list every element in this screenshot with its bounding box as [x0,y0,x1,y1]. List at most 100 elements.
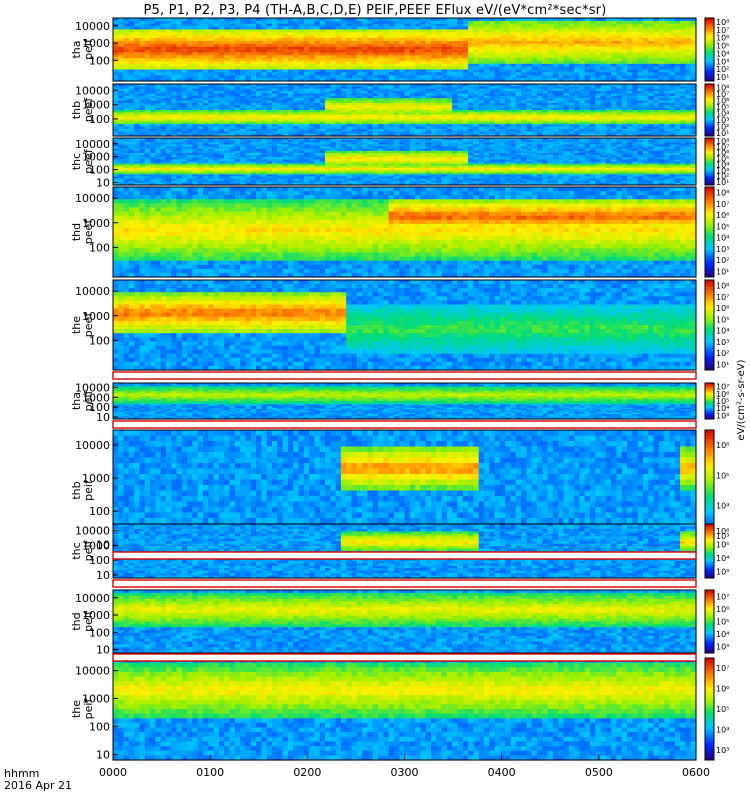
spectrogram-cell [261,66,268,71]
spectrogram-cell [171,35,178,39]
spectrogram-cell [272,35,278,39]
spectrogram-cell [155,29,162,33]
spectrogram-cell [330,38,337,42]
spectrogram-cell [346,72,353,76]
spectrogram-cell [383,38,390,42]
spectrogram-cell [245,63,252,68]
spectrogram-cell [420,52,427,56]
spectrogram-cell [298,35,305,39]
spectrogram-cell [261,60,268,65]
spectrogram-cell [166,32,172,36]
spectrogram-cell [155,66,162,71]
spectrogram-cell [171,38,178,42]
spectrogram-cell [383,55,390,59]
spectrogram-cell [282,40,289,45]
spectrogram-cell [166,40,172,45]
spectrogram-cell [134,46,141,51]
spectrogram-cell [367,63,374,68]
spectrogram-cell [356,52,363,56]
ytick-label: 10000 [75,84,110,97]
spectrogram-cell [181,20,188,25]
spectrogram-cell [256,46,262,51]
spectrogram-cell [256,75,262,79]
spectrogram-cell [277,60,284,65]
spectrogram-cell [197,55,204,59]
spectrogram-cell [139,29,146,33]
spectrogram-cell [393,75,400,79]
spectrogram-cell [298,40,305,45]
spectrogram-cell [346,32,353,36]
spectrogram-cell [150,72,156,76]
spectrogram-cell [420,20,427,25]
spectrogram-cell [139,78,146,82]
spectrogram-cell [399,63,406,68]
spectrogram-cell [404,66,411,71]
spectrogram-cell [409,78,416,82]
spectrogram-cell [335,63,342,68]
spectrogram-cell [420,18,427,22]
spectrogram-cell [160,46,167,51]
spectrogram-cell [208,18,215,22]
spectrogram-cell [187,40,194,45]
spectrogram-cell [293,55,300,59]
spectrogram-cell [213,40,220,45]
spectrogram-cell [367,29,374,33]
spectrogram-cell [245,20,252,25]
spectrogram-cell [192,60,199,65]
spectrogram-cell [150,66,156,71]
spectrogram-cell [330,49,337,53]
spectrogram-cell [256,55,262,59]
spectrogram-cell [287,66,294,71]
spectrogram-cell [128,60,135,65]
spectrogram-cell [325,29,331,33]
spectrogram-cell [176,20,183,25]
spectrogram-cell [287,60,294,65]
spectrogram-cell [261,38,268,42]
spectrogram-cell [356,46,363,51]
spectrogram-cell [298,18,305,22]
spectrogram-cell [176,60,183,65]
spectrogram-cell [325,18,331,22]
spectrogram-cell [378,32,384,36]
spectrogram-cell [171,49,178,53]
spectrogram-cell [123,60,130,65]
spectrogram-cell [330,35,337,39]
spectrogram-cell [229,40,236,45]
spectrogram-cell [128,58,135,62]
spectrogram-cell [176,35,183,39]
spectrogram-cell [340,58,347,62]
spectrogram-cell [319,20,326,25]
spectrogram-cell [123,20,130,25]
spectrogram-cell [303,35,310,39]
spectrogram-cell [176,26,183,31]
spectrogram-cell [378,18,384,22]
spectrogram-cell [372,49,379,53]
spectrogram-cell [187,32,194,36]
spectrogram-cell [123,29,130,33]
spectrogram-cell [176,43,183,48]
spectrogram-cell [388,66,395,71]
spectrogram-cell [208,32,215,36]
spectrogram-cell [272,52,278,56]
spectrogram-cell [160,55,167,59]
spectrogram-cell [383,52,390,56]
spectrogram-cell [234,46,241,51]
spectrogram-cell [160,23,167,28]
spectrogram-cell [181,75,188,79]
spectrogram-cell [224,26,231,31]
spectrogram-cell [314,63,321,68]
spectrogram-cell [134,40,141,45]
spectrogram-cell [420,46,427,51]
spectrogram-cell [272,78,278,82]
spectrogram-cell [362,52,368,56]
spectrogram-cell [144,29,151,33]
spectrogram-cell [245,35,252,39]
panel-ylabel: peif [82,38,95,60]
spectrogram-cell [128,69,135,74]
spectrogram-cell [282,63,289,68]
spectrogram-cell [356,18,363,22]
spectrogram-cell [166,75,172,79]
spectrogram-cell [404,78,411,82]
spectrogram-cell [144,63,151,68]
spectrogram-cell [309,38,315,42]
